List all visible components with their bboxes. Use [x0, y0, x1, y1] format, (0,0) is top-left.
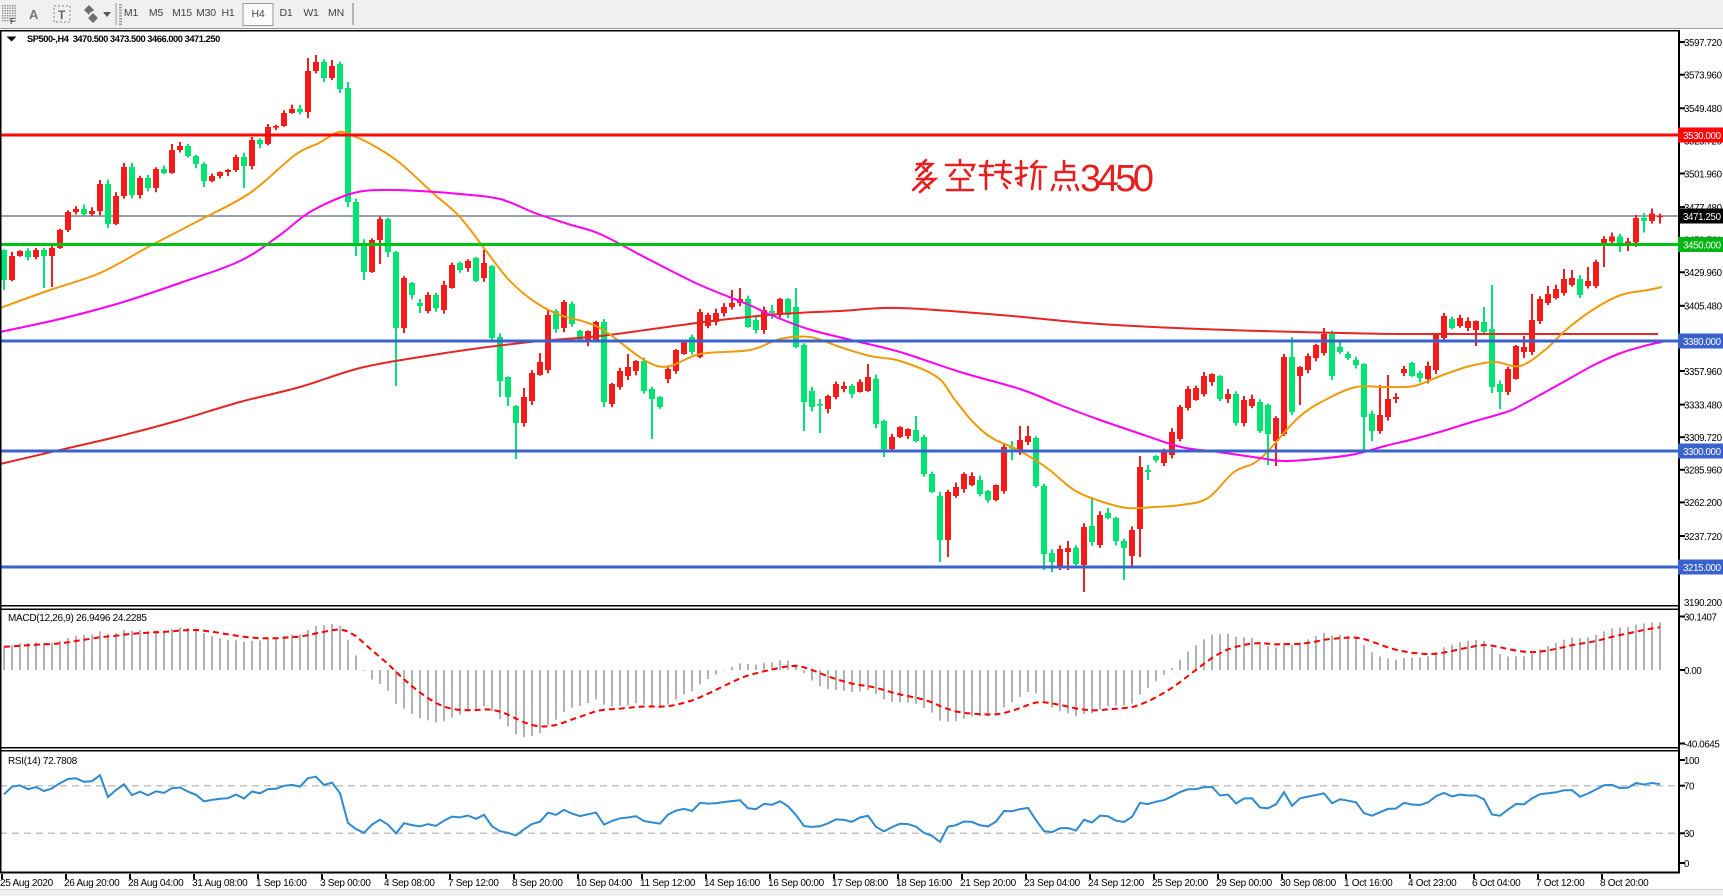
svg-text:28 Aug 04:00: 28 Aug 04:00 — [128, 878, 184, 889]
svg-text:16 Sep 00:00: 16 Sep 00:00 — [768, 878, 825, 889]
svg-text:100: 100 — [1684, 756, 1700, 767]
svg-text:3215.000: 3215.000 — [1683, 563, 1722, 574]
svg-text:3597.720: 3597.720 — [1684, 38, 1723, 49]
svg-text:31 Aug 08:00: 31 Aug 08:00 — [192, 878, 248, 889]
svg-text:3300.000: 3300.000 — [1683, 447, 1722, 458]
svg-text:0.00: 0.00 — [1684, 666, 1702, 677]
svg-text:30.1407: 30.1407 — [1684, 612, 1717, 623]
svg-text:25 Sep 20:00: 25 Sep 20:00 — [1152, 878, 1209, 889]
svg-text:3 Sep 00:00: 3 Sep 00:00 — [320, 878, 371, 889]
svg-text:29 Sep 00:00: 29 Sep 00:00 — [1216, 878, 1273, 889]
svg-text:3501.960: 3501.960 — [1684, 169, 1723, 180]
svg-text:4 Sep 08:00: 4 Sep 08:00 — [384, 878, 435, 889]
svg-text:3309.720: 3309.720 — [1684, 433, 1723, 444]
svg-text:7 Sep 12:00: 7 Sep 12:00 — [448, 878, 499, 889]
svg-text:17 Sep 08:00: 17 Sep 08:00 — [832, 878, 889, 889]
svg-text:3380.000: 3380.000 — [1683, 337, 1722, 348]
svg-text:RSI(14) 72.7808: RSI(14) 72.7808 — [8, 756, 78, 767]
svg-text:F: F — [10, 17, 15, 26]
svg-text:11 Sep 12:00: 11 Sep 12:00 — [640, 878, 696, 889]
svg-text:SP500-,H4 3470.500 3473.500 3: SP500-,H4 3470.500 3473.500 3466.000 347… — [27, 34, 220, 44]
svg-text:8 Sep 20:00: 8 Sep 20:00 — [512, 878, 563, 889]
svg-text:-40.0645: -40.0645 — [1684, 739, 1719, 750]
svg-text:T: T — [58, 8, 66, 22]
svg-text:3237.720: 3237.720 — [1684, 532, 1723, 543]
svg-text:3405.480: 3405.480 — [1684, 302, 1723, 313]
svg-text:3450: 3450 — [1080, 158, 1153, 200]
svg-text:A: A — [29, 7, 39, 22]
svg-text:4 Oct 23:00: 4 Oct 23:00 — [1408, 878, 1457, 889]
svg-text:MACD(12,26,9) 26.9496 24.2285: MACD(12,26,9) 26.9496 24.2285 — [8, 613, 147, 624]
svg-text:14 Sep 16:00: 14 Sep 16:00 — [704, 878, 761, 889]
svg-text:10 Sep 04:00: 10 Sep 04:00 — [576, 878, 633, 889]
svg-text:70: 70 — [1684, 782, 1695, 793]
svg-text:0: 0 — [1684, 859, 1690, 870]
svg-text:3573.960: 3573.960 — [1684, 71, 1723, 82]
svg-text:3285.960: 3285.960 — [1684, 466, 1723, 477]
svg-text:30 Sep 08:00: 30 Sep 08:00 — [1280, 878, 1337, 889]
svg-text:1 Oct 16:00: 1 Oct 16:00 — [1344, 878, 1393, 889]
svg-text:3429.960: 3429.960 — [1684, 268, 1723, 279]
svg-text:3471.250: 3471.250 — [1683, 212, 1722, 223]
svg-text:18 Sep 16:00: 18 Sep 16:00 — [896, 878, 953, 889]
svg-text:3262.200: 3262.200 — [1684, 498, 1723, 509]
svg-text:3549.480: 3549.480 — [1684, 104, 1723, 115]
svg-text:3477.480: 3477.480 — [1684, 203, 1723, 214]
svg-text:7 Oct 12:00: 7 Oct 12:00 — [1536, 878, 1585, 889]
svg-text:3357.960: 3357.960 — [1684, 367, 1723, 378]
svg-text:8 Oct 20:00: 8 Oct 20:00 — [1600, 878, 1649, 889]
svg-text:3190.200: 3190.200 — [1684, 598, 1723, 609]
svg-text:1 Sep 16:00: 1 Sep 16:00 — [256, 878, 307, 889]
svg-text:3450.000: 3450.000 — [1683, 241, 1722, 252]
svg-text:3333.480: 3333.480 — [1684, 400, 1723, 411]
svg-text:25 Aug 2020: 25 Aug 2020 — [0, 878, 54, 889]
svg-text:30: 30 — [1684, 829, 1695, 840]
svg-text:21 Sep 20:00: 21 Sep 20:00 — [960, 878, 1017, 889]
svg-text:6 Oct 04:00: 6 Oct 04:00 — [1472, 878, 1521, 889]
svg-text:23 Sep 04:00: 23 Sep 04:00 — [1024, 878, 1081, 889]
svg-text:26 Aug 20:00: 26 Aug 20:00 — [64, 878, 120, 889]
svg-text:24 Sep 12:00: 24 Sep 12:00 — [1088, 878, 1145, 889]
svg-text:3530.000: 3530.000 — [1683, 131, 1722, 142]
